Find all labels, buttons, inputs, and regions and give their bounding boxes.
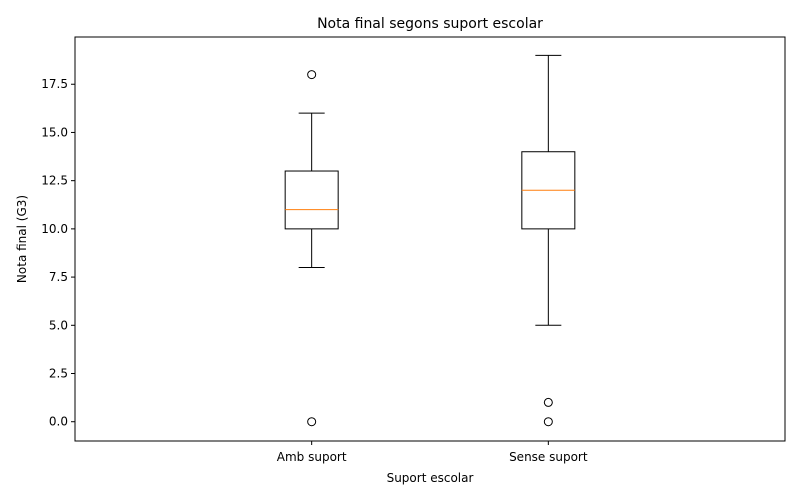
y-tick-label: 15.0 <box>41 125 68 139</box>
x-axis: Amb suport Sense suport <box>277 441 588 464</box>
outlier-point <box>307 417 317 427</box>
boxes-group <box>284 54 576 427</box>
y-axis: 0.0 2.5 5.0 7.5 10.0 12.5 15.0 17.5 <box>41 77 75 429</box>
y-tick-label: 17.5 <box>41 77 68 91</box>
y-tick-label: 5.0 <box>49 318 68 332</box>
y-axis-title: Nota final (G3) <box>15 195 29 283</box>
outlier-point <box>307 70 317 80</box>
y-tick-label: 7.5 <box>49 270 68 284</box>
y-tick-label: 12.5 <box>41 174 68 188</box>
outlier-point <box>543 397 553 407</box>
box-2 <box>521 54 576 427</box>
plot-area-frame <box>74 36 786 442</box>
y-tick-label: 0.0 <box>49 415 68 429</box>
y-tick-label: 2.5 <box>49 367 68 381</box>
box-1 <box>284 70 339 427</box>
x-tick-label: Amb suport <box>277 450 347 464</box>
chart-title: Nota final segons suport escolar <box>317 16 543 32</box>
iqr-box <box>284 170 339 230</box>
outlier-point <box>543 417 553 427</box>
y-tick-label: 10.0 <box>41 222 68 236</box>
x-axis-title: Suport escolar <box>387 471 474 485</box>
x-tick-label: Sense suport <box>509 450 588 464</box>
